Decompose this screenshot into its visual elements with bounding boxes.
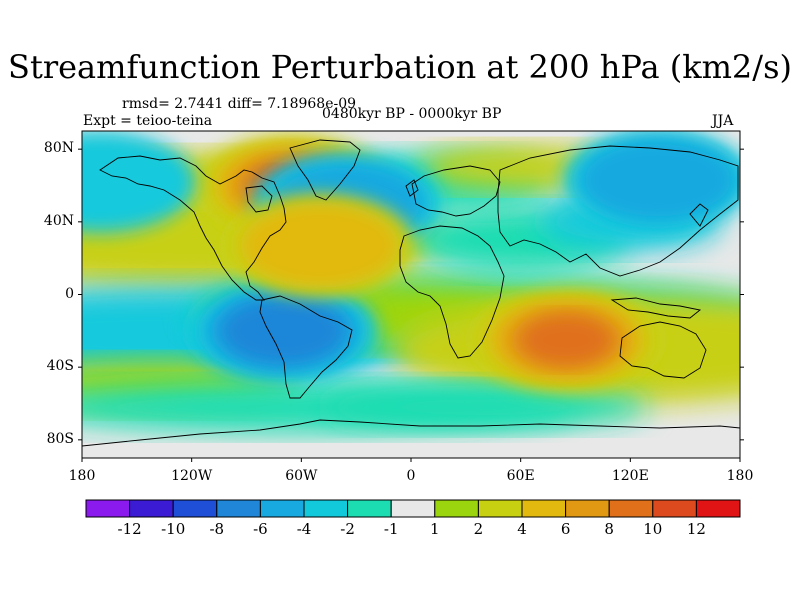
colorbar-label: -4 <box>296 520 312 538</box>
colorbar-swatch <box>129 499 174 518</box>
colorbar-label: -1 <box>383 520 399 538</box>
axis-ticks <box>78 148 744 462</box>
lat-label: 40S <box>46 358 74 375</box>
indian-ocean-high-contour <box>519 314 613 365</box>
colorbar-label: 1 <box>430 520 440 538</box>
coastlines <box>82 139 740 447</box>
coast-hudson-bay <box>245 185 273 213</box>
colorbar-label: 8 <box>604 520 614 538</box>
colorbar-swatch <box>216 499 261 518</box>
colorbar-label: -8 <box>209 520 225 538</box>
coast-greenland <box>289 139 361 201</box>
colorbar-label: -6 <box>253 520 268 538</box>
streamfunction-field <box>82 131 740 433</box>
colorbar-swatch <box>565 499 610 518</box>
colorbar-label: 6 <box>560 520 571 538</box>
lat-label: 80N <box>43 140 74 157</box>
coast-japan <box>689 203 709 227</box>
colorbar-swatch <box>85 499 131 518</box>
lon-label: 60E <box>506 468 535 484</box>
colorbar-swatch <box>347 499 392 518</box>
colorbar-label: 4 <box>517 520 527 538</box>
coast-africa <box>399 225 505 359</box>
coast-europe <box>411 165 501 217</box>
colorbar-swatch <box>390 499 436 518</box>
lon-label: 120E <box>611 468 649 484</box>
colorbar-label: 12 <box>686 520 706 538</box>
colorbar-swatch <box>695 499 741 518</box>
colorbar-swatch <box>172 499 218 518</box>
lat-label: 0 <box>65 285 74 302</box>
colorbar-label: -12 <box>117 520 142 538</box>
colorbar-swatch <box>521 499 567 518</box>
colorbar <box>85 499 741 518</box>
colorbar-label: -10 <box>161 520 186 538</box>
colorbar-swatch <box>477 499 523 518</box>
east-asia-low-contour <box>578 137 737 223</box>
coast-south-america <box>259 295 353 399</box>
season-label: JJA <box>712 113 734 129</box>
lon-label: 180 <box>68 468 96 484</box>
colorbar-label: -2 <box>340 520 355 538</box>
coast-australia <box>619 321 707 379</box>
band-southern-ocean-east <box>319 385 649 429</box>
south-america-low-contour <box>220 297 346 365</box>
coast-uk <box>405 179 419 197</box>
coast-indonesia <box>610 297 702 319</box>
coast-asia <box>497 145 739 277</box>
figure-title: Streamfunction Perturbation at 200 hPa (… <box>8 48 792 86</box>
stats-text: rmsd= 2.7441 diff= 7.18968e-09 <box>122 96 357 112</box>
colorbar-swatch <box>434 499 479 518</box>
colorbar-label: 10 <box>643 520 663 538</box>
colorbar-swatch <box>608 499 654 518</box>
lon-label: 0 <box>406 468 416 484</box>
coast-north-america <box>99 155 287 301</box>
experiment-label: Expt = teioo-teina <box>83 113 213 129</box>
lon-label: 60W <box>285 468 318 484</box>
colorbar-swatch <box>652 499 697 518</box>
colorbar-swatch <box>259 499 305 518</box>
lon-label: 180 <box>726 468 754 484</box>
lat-label: 40N <box>43 212 74 229</box>
north-pacific-low-contour <box>82 131 196 233</box>
colorbar-label: 2 <box>473 520 484 538</box>
period-label: 0480kyr BP - 0000kyr BP <box>322 106 502 122</box>
lon-label: 120W <box>171 468 213 484</box>
coast-antarctica <box>82 419 740 447</box>
colorbar-swatch <box>303 499 349 518</box>
lat-label: 80S <box>46 430 74 447</box>
subtropical-atlantic-high-contour <box>240 203 399 288</box>
